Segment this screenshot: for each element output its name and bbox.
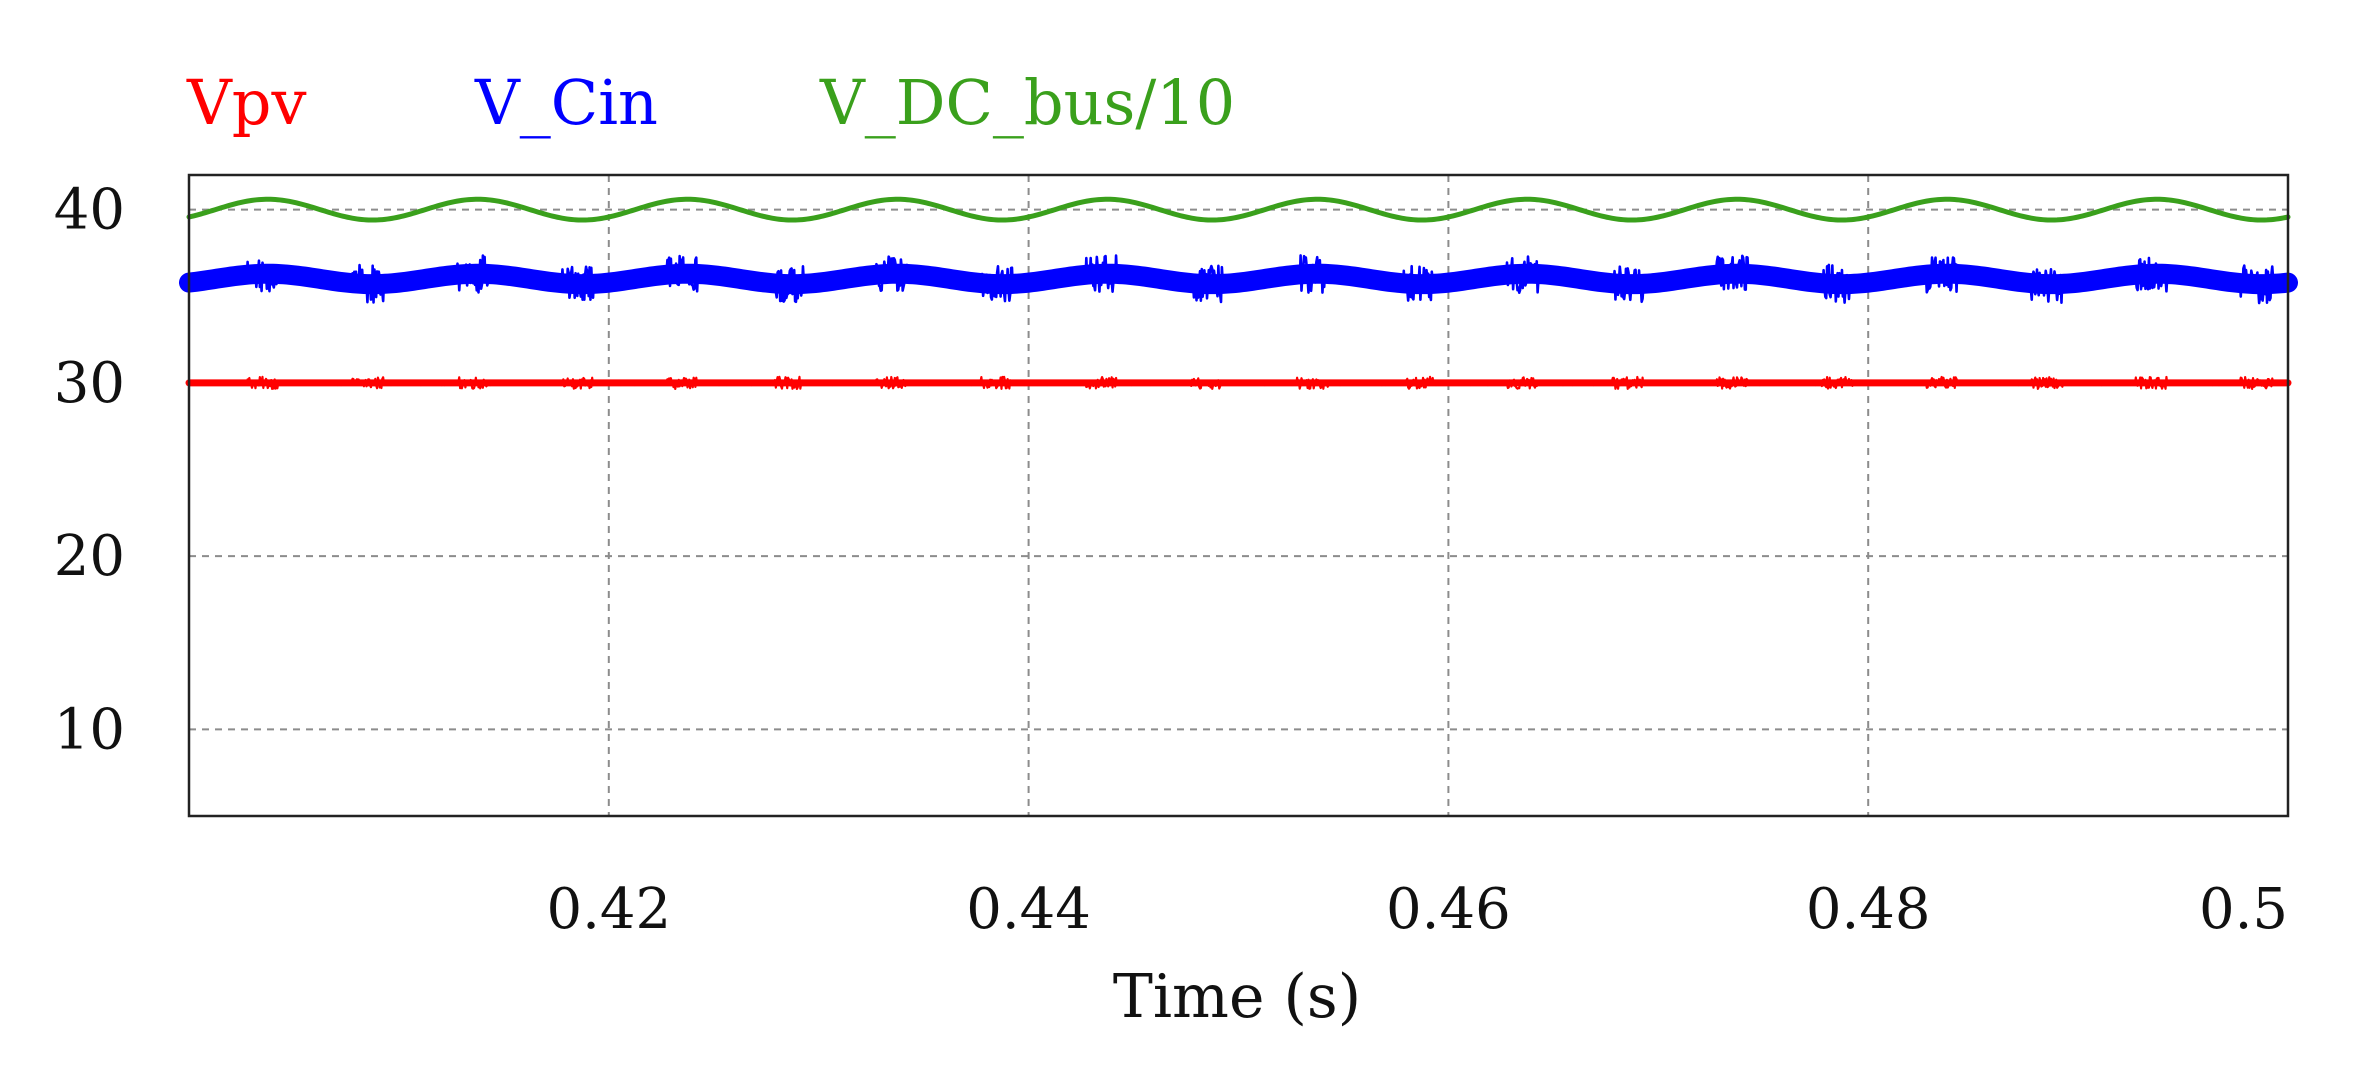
- x-axis-title: Time (s): [1113, 962, 1361, 1032]
- y-tick-label: 30: [54, 351, 125, 416]
- x-tick-label: 0.42: [546, 877, 671, 942]
- x-tick-label: 0.48: [1806, 877, 1931, 942]
- x-tick-label: 0.5: [2199, 877, 2288, 942]
- x-axis: 0.42 0.44 0.46 0.48 0.5: [546, 877, 2288, 942]
- y-tick-label: 10: [54, 697, 125, 762]
- legend-entry-vpv: Vpv: [186, 66, 307, 139]
- y-tick-label: 20: [54, 524, 125, 589]
- legend-entry-v-dc-bus: V_DC_bus/10: [819, 66, 1235, 139]
- y-tick-label: 40: [54, 178, 125, 243]
- legend-entry-v-cin: V_Cin: [474, 66, 658, 139]
- x-tick-label: 0.44: [966, 877, 1091, 942]
- series-line-v-dc-bus-10: [186, 196, 2291, 223]
- x-tick-label: 0.46: [1386, 877, 1511, 942]
- y-axis: 10 20 30 40: [54, 178, 125, 763]
- legend: Vpv V_Cin V_DC_bus/10: [186, 66, 1235, 139]
- plot-area-frame: [187, 173, 2290, 818]
- series-layer: [179, 196, 2298, 391]
- series-band-v-cin: [179, 263, 2298, 295]
